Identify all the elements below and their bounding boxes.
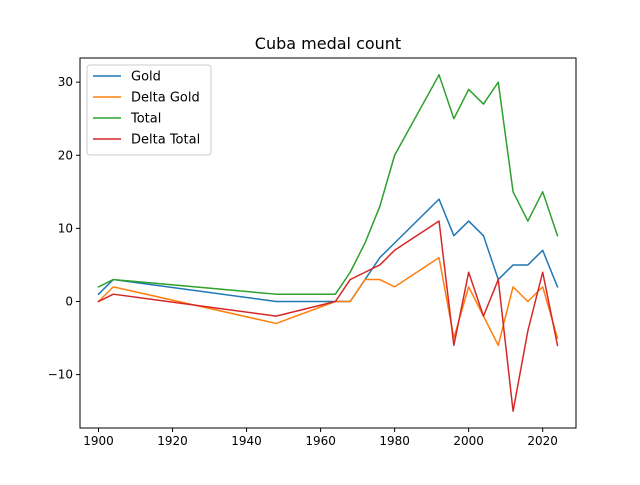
legend-label: Delta Total bbox=[131, 133, 200, 148]
series-line-total bbox=[97, 74, 559, 295]
x-axis-ticks: 1900 1920 1940 1960 1980 2000 2020 bbox=[83, 428, 558, 448]
x-tick-label: 1920 bbox=[157, 434, 188, 448]
series-total bbox=[97, 74, 559, 295]
series-delta-gold bbox=[97, 256, 559, 347]
y-tick-label: 0 bbox=[65, 294, 73, 308]
legend-label: Gold bbox=[131, 70, 161, 85]
x-tick-label: 2000 bbox=[453, 434, 484, 448]
legend-item-total: Total bbox=[93, 112, 161, 127]
x-tick-label: 1900 bbox=[83, 434, 114, 448]
series-delta-total bbox=[97, 220, 559, 412]
legend-label: Total bbox=[130, 112, 161, 127]
plot-series bbox=[97, 74, 559, 412]
legend-item-delta-gold: Delta Gold bbox=[93, 91, 200, 106]
x-tick-label: 1960 bbox=[305, 434, 336, 448]
y-tick-label: 20 bbox=[58, 148, 73, 162]
axes-frame bbox=[79, 57, 577, 429]
x-tick-label: 1980 bbox=[379, 434, 410, 448]
y-tick-label: −10 bbox=[48, 368, 73, 382]
legend: Gold Delta Gold Total Delta Total bbox=[86, 64, 212, 156]
y-axis-ticks: −10 0 10 20 30 bbox=[48, 75, 80, 382]
series-line-delta-gold bbox=[97, 256, 559, 347]
legend-label: Delta Gold bbox=[131, 91, 200, 106]
series-line-delta-total bbox=[97, 220, 559, 412]
series-gold bbox=[97, 198, 559, 303]
legend-item-gold: Gold bbox=[93, 70, 161, 85]
x-tick-label: 1940 bbox=[231, 434, 262, 448]
legend-box bbox=[86, 64, 212, 156]
x-tick-label: 2020 bbox=[527, 434, 558, 448]
chart-title: Cuba medal count bbox=[255, 34, 401, 53]
legend-item-delta-total: Delta Total bbox=[93, 133, 200, 148]
y-tick-label: 10 bbox=[58, 221, 73, 235]
series-line-gold bbox=[97, 198, 559, 303]
y-tick-label: 30 bbox=[58, 75, 73, 89]
